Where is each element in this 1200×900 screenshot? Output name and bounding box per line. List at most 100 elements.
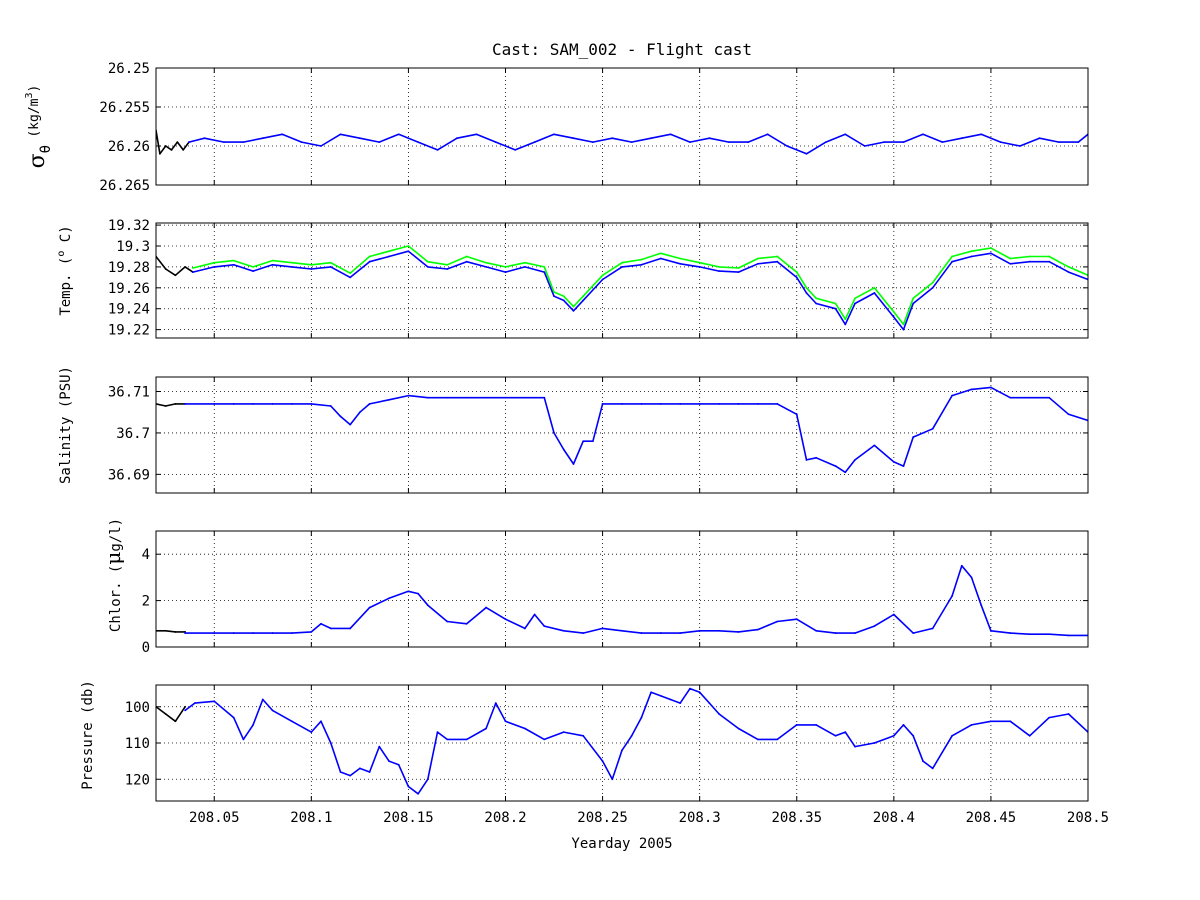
panel-sigma_theta-x-ticks (213, 68, 1089, 185)
panel-salinity-grid (156, 377, 1089, 493)
panel-pressure-xtick-label-5: 208.3 (679, 810, 721, 826)
panel-sigma_theta-series-0-point-2 (164, 145, 167, 147)
panel-salinity-series-1-point-15 (446, 396, 449, 399)
panel-sigma_theta-series-1-point-17 (514, 149, 517, 151)
panel-sigma_theta-grid (156, 67, 1089, 186)
panel-chlorophyll-series-1-point-0 (184, 632, 187, 634)
panel-temperature-series-2-point-38 (854, 297, 856, 300)
panel-sigma_theta-ylabel-symbol: σ (25, 153, 50, 168)
panel-temperature-series-2-point-33 (795, 271, 798, 274)
panel-pressure-series-1-point-52 (854, 745, 856, 748)
panel-salinity-series-1-point-34 (757, 403, 759, 405)
panel-pressure-y-ticks: 100 110 120 (125, 700, 1088, 788)
panel-chlorophyll-y-axis-label: Chlor. (μg/l) (101, 518, 125, 632)
panel-salinity-series-1-point-37 (805, 458, 808, 461)
panel-sigma_theta-series-1-point-2 (223, 141, 225, 144)
panel-pressure-series-1-point-30 (562, 731, 565, 734)
panel-temperature-series-2-point-35 (815, 297, 818, 300)
panel-salinity-series-1-point-40 (844, 471, 847, 474)
panel-temperature-series-2-point-18 (543, 266, 546, 268)
panel-temperature-series-2-point-28 (698, 261, 701, 264)
panel-temperature-series-1-point-20 (562, 299, 565, 302)
panel-temperature-series-2-point-30 (737, 267, 740, 269)
panel-temperature-ytick-label-1: 19.24 (108, 302, 150, 318)
panel-chlorophyll-series-1-point-29 (698, 629, 701, 632)
panel-salinity-series-1-point-43 (892, 461, 895, 463)
panel-pressure-series-1-point-24 (465, 738, 468, 741)
panel-temperature-series-1-point-33 (795, 276, 798, 279)
panel-pressure-series-1-point-44 (718, 713, 720, 715)
panel-sigma_theta-series-1-point-44 (1038, 137, 1041, 140)
panel-salinity-series-1-point-49 (990, 386, 992, 389)
panel-sigma_theta-series-1-point-29 (747, 141, 750, 144)
panel-sigma_theta-series-1-point-8 (339, 133, 342, 136)
panel-sigma_theta-series-1-point-46 (1077, 141, 1080, 144)
panel-sigma_theta-series-0-point-5 (182, 149, 185, 151)
panel-chlorophyll-series-1-point-12 (407, 590, 410, 593)
panel-pressure-series-1-point-10 (320, 720, 322, 723)
panel-pressure-series-1-point-18 (397, 763, 400, 766)
panel-pressure-ytick-label-0: 100 (125, 700, 150, 716)
panel-chlorophyll-series-1-point-41 (931, 627, 934, 630)
panel-temperature-series-1-point-17 (524, 266, 526, 268)
panel-chlorophyll-series-1-point-36 (834, 632, 837, 634)
panel-chlorophyll-series-1-point-45 (980, 604, 983, 607)
panel-pressure-series-1-point-12 (339, 771, 342, 773)
panel-temperature-series-2-point-39 (873, 286, 876, 289)
panel-sigma_theta: 26.25 26.255 26.26 26.265 σθ (kg/m3) (24, 61, 1089, 194)
panel-temperature-series-1-point-29 (718, 270, 720, 272)
panel-chlorophyll-series-1-point-26 (640, 632, 643, 634)
panel-salinity-series-1-point-21 (553, 432, 555, 434)
panel-pressure-series-1-point-62 (1009, 720, 1012, 723)
panel-temperature-series-2-point-8 (349, 272, 352, 275)
panel-chlorophyll-series-0-point-2 (174, 631, 177, 633)
panel-sigma_theta-series-1-point-43 (1019, 145, 1021, 147)
panel-temperature-series-1-point-40 (892, 316, 895, 318)
panel-salinity-series-1-point-12 (388, 398, 390, 401)
panel-temperature-series-2-point-19 (553, 291, 555, 293)
panel-temperature-series-0-point-2 (174, 274, 177, 277)
panel-salinity-series (156, 386, 1088, 474)
panel-salinity-series-1-point-31 (698, 403, 701, 405)
panel-pressure-series-1-point-47 (776, 738, 779, 741)
panel-sigma_theta-series-1-point-42 (999, 141, 1002, 144)
panel-temperature-series-2-point-3 (252, 266, 254, 268)
panel-temperature-series-2-point-14 (465, 255, 468, 258)
figure-title: Cast: SAM_002 - Flight cast (492, 40, 752, 59)
panel-temperature-series-2-point-36 (834, 302, 837, 305)
panel-chlorophyll-series-1-point-8 (329, 627, 332, 630)
panel-chlorophyll-frame (155, 530, 1089, 648)
panel-sigma_theta-series-1-point-6 (300, 141, 303, 144)
panel-sigma_theta-series-1-point-0 (188, 141, 190, 144)
panel-chlorophyll-series-1-point-48 (1028, 633, 1031, 636)
panel-temperature-series-line-2 (192, 245, 1088, 326)
panel-pressure-series-1-point-3 (232, 716, 235, 719)
panel-temperature-series-1-point-1 (213, 266, 216, 268)
panel-pressure-series-1-point-49 (815, 723, 818, 726)
panel-temperature-series-1-point-31 (757, 262, 759, 265)
panel-sigma_theta-series-1-point-41 (980, 133, 983, 136)
panel-temperature-series-1-point-15 (485, 266, 487, 268)
panel-sigma_theta-series-1-point-36 (883, 141, 886, 144)
panel-temperature-series-1-point-5 (291, 266, 293, 268)
panel-chlorophyll-series-1-point-27 (659, 632, 662, 634)
panel-temperature-series-1-point-45 (970, 255, 973, 258)
panel-temperature-series-1-point-26 (659, 257, 662, 260)
panel-sigma_theta-ylabel-units-sup: 3 (24, 92, 35, 98)
panel-sigma_theta-ytick-label-2: 26.26 (108, 139, 150, 155)
panel-temperature-x-ticks (213, 223, 1089, 338)
panel-sigma_theta-series-1-point-25 (669, 133, 672, 136)
panel-salinity-series-1-point-38 (815, 456, 818, 459)
panel-sigma_theta-series-1-point-35 (863, 145, 866, 147)
panel-temperature-ylabel-sup: o (56, 251, 67, 257)
panel-temperature-series-2-point-41 (902, 323, 905, 326)
panel-salinity-series-1-point-8 (339, 415, 342, 418)
panel-pressure-series-1-point-2 (213, 700, 216, 703)
panel-pressure-series-1-point-61 (990, 720, 992, 723)
panel-pressure-series-1-point-19 (407, 785, 410, 788)
panel-pressure-series-1-point-58 (931, 767, 934, 770)
panel-temperature-series-1-point-7 (329, 266, 332, 268)
panel-salinity-series-1-point-29 (659, 403, 662, 405)
panel-temperature-series-1-point-30 (737, 271, 740, 274)
panel-sigma_theta-series-0-point-1 (158, 152, 161, 155)
